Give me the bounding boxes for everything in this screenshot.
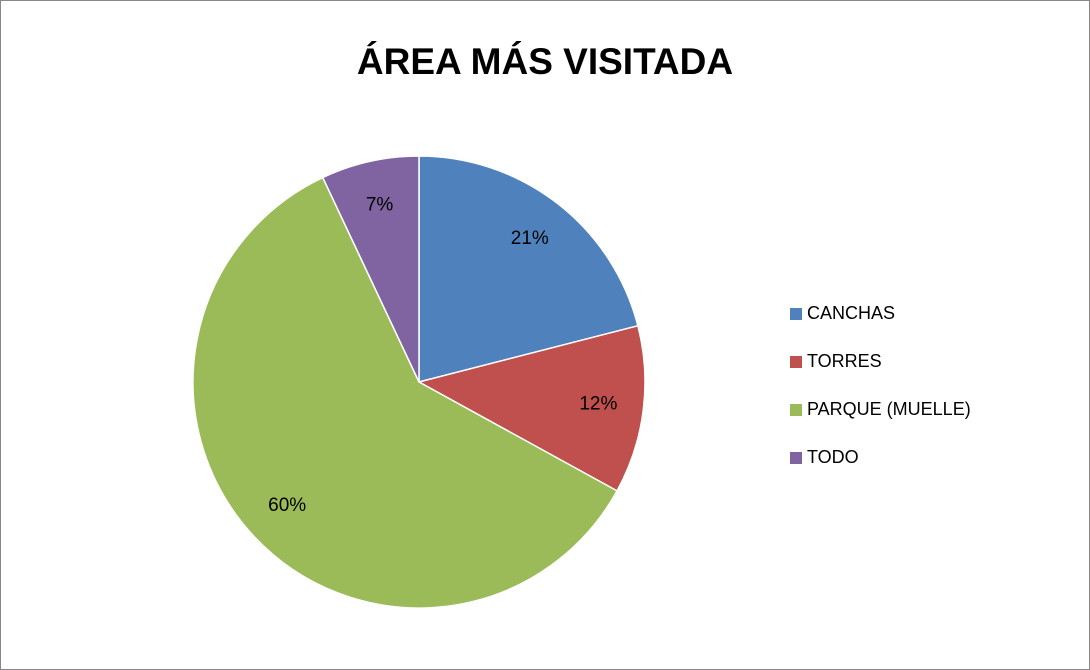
legend-swatch: [790, 308, 802, 320]
data-label: 7%: [366, 195, 394, 216]
pie-slice: [418, 155, 639, 383]
data-label: 21%: [511, 228, 549, 249]
legend-swatch: [790, 356, 802, 368]
legend-label: CANCHAS: [807, 303, 895, 323]
pie-slice: [321, 155, 420, 383]
legend-label: TODO: [807, 447, 859, 467]
pie-slice: [192, 176, 619, 609]
data-label: 60%: [268, 495, 306, 516]
pie-slice: [416, 324, 646, 492]
chart-title: ÁREA MÁS VISITADA: [357, 41, 733, 82]
legend-label: TORRES: [807, 351, 882, 371]
data-label: 12%: [579, 394, 617, 415]
legend-label: PARQUE (MUELLE): [807, 399, 971, 419]
legend-swatch: [790, 452, 802, 464]
legend-swatch: [790, 404, 802, 416]
